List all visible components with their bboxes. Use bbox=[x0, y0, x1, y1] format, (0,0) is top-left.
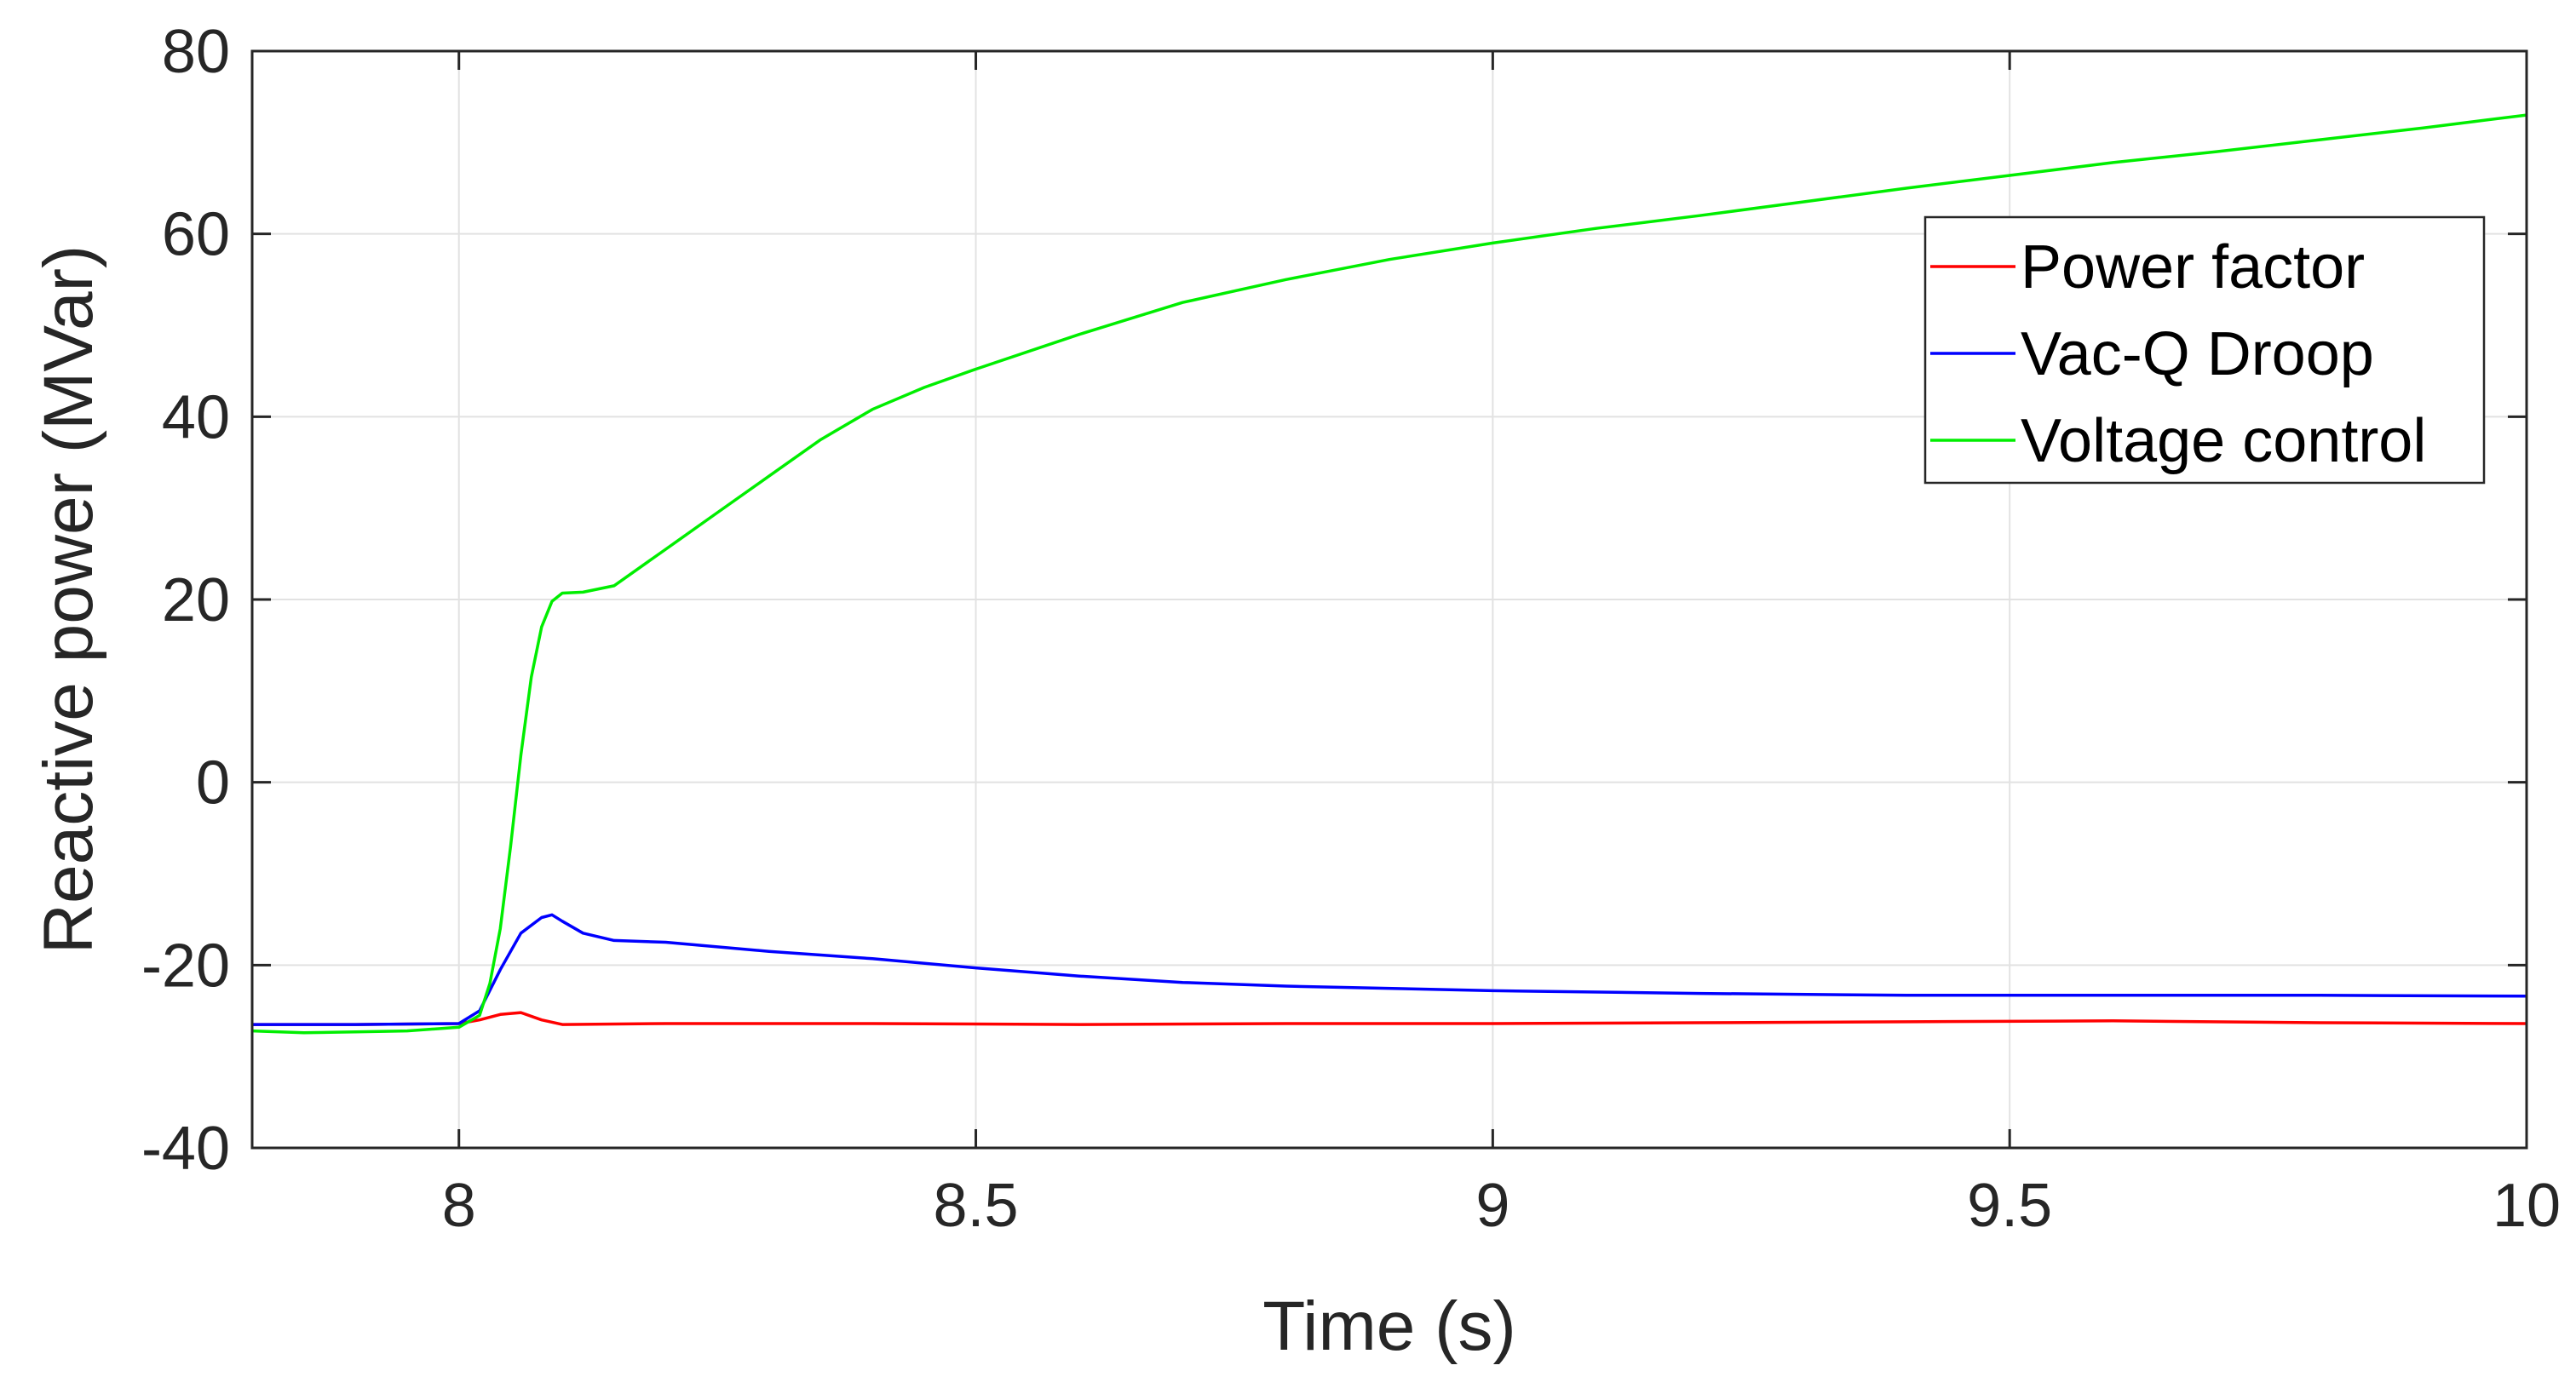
x-axis-label: Time (s) bbox=[1262, 1288, 1516, 1365]
y-tick-label: -40 bbox=[141, 1115, 230, 1183]
x-tick-labels: 8 8.5 9 9.5 10 bbox=[442, 1172, 2561, 1240]
legend-label-vac-q-droop: Vac-Q Droop bbox=[2021, 320, 2374, 388]
series-lines bbox=[252, 113, 2527, 1035]
legend: Power factor Vac-Q Droop Voltage control bbox=[1923, 215, 2486, 485]
y-tick-label: 20 bbox=[162, 566, 230, 634]
y-tick-label: 40 bbox=[162, 383, 230, 451]
y-tick-labels: -40 -20 0 20 40 60 80 bbox=[141, 18, 230, 1183]
x-tick-label: 8 bbox=[442, 1172, 476, 1240]
y-axis-label: Reactive power (MVar) bbox=[30, 245, 107, 954]
tick-marks bbox=[252, 49, 2528, 1150]
x-tick-label: 10 bbox=[2493, 1172, 2561, 1240]
series-line-vac-q-droop bbox=[252, 913, 2527, 1026]
legend-box bbox=[1923, 215, 2486, 485]
legend-label-power-factor: Power factor bbox=[2021, 233, 2365, 301]
series-line-voltage-control bbox=[252, 113, 2527, 1035]
y-tick-label: 80 bbox=[162, 18, 230, 86]
y-tick-label: -20 bbox=[141, 932, 230, 1000]
x-tick-label: 8.5 bbox=[933, 1172, 1018, 1240]
x-tick-label: 9.5 bbox=[1967, 1172, 2052, 1240]
x-tick-label: 9 bbox=[1475, 1172, 1509, 1240]
series-line-power-factor bbox=[252, 1011, 2527, 1026]
legend-label-voltage-control: Voltage control bbox=[2021, 407, 2426, 475]
y-tick-label: 0 bbox=[196, 749, 230, 817]
y-tick-label: 60 bbox=[162, 201, 230, 269]
